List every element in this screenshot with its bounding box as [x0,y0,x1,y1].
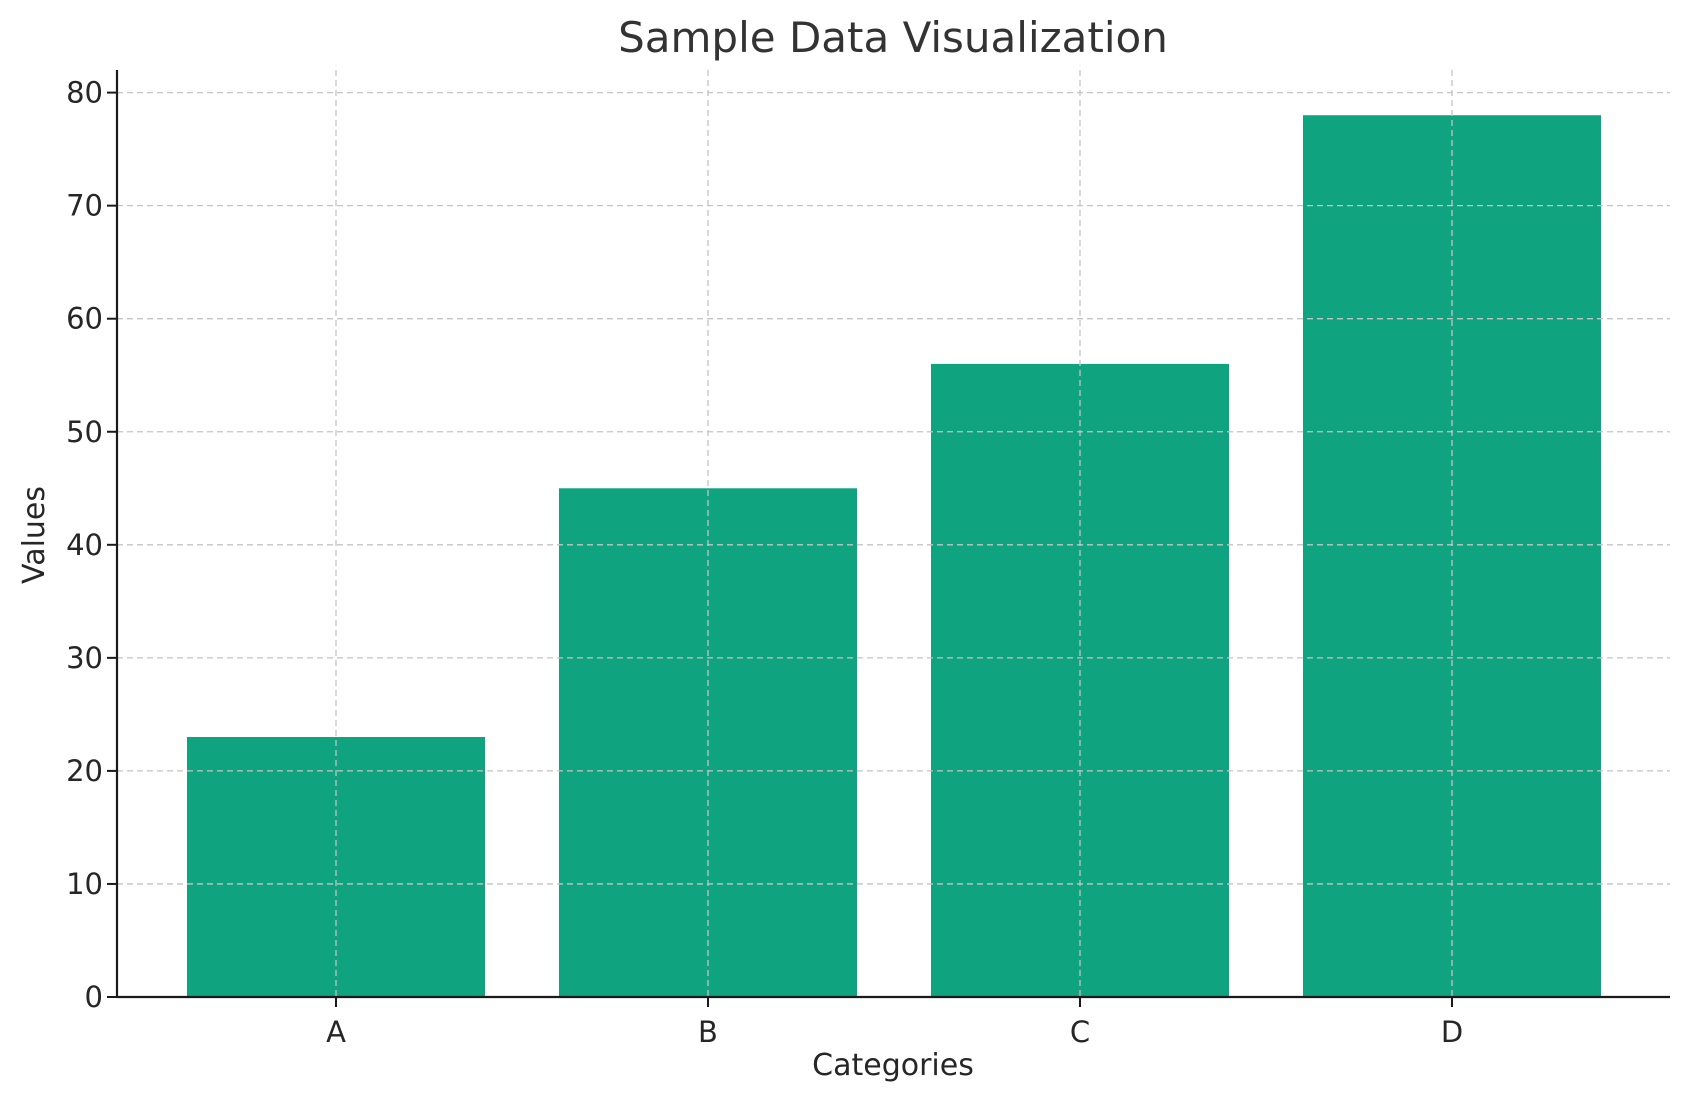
y-tick-label: 40 [66,528,103,562]
y-ticks: 0 10 20 30 40 50 60 70 80 [66,76,117,1014]
bars [187,115,1601,998]
y-axis-label: Values [17,486,52,584]
y-tick-label: 60 [66,302,103,336]
y-tick-label: 50 [66,415,103,449]
y-tick-label: 80 [66,76,103,110]
y-tick-label: 70 [66,189,103,223]
y-tick-label: 10 [66,867,103,901]
x-ticks: A B C D [326,997,1463,1049]
y-tick-label: 30 [66,641,103,675]
chart-title: Sample Data Visualization [618,13,1168,62]
y-tick-label: 20 [66,754,103,788]
y-tick-label: 0 [85,980,103,1014]
x-axis-label: Categories [812,1048,974,1083]
axes [115,70,1670,999]
x-tick-label: A [326,1015,346,1049]
x-tick-label: D [1441,1015,1463,1049]
x-tick-label: C [1070,1015,1090,1049]
grid-lines [117,70,1670,997]
x-tick-label: B [698,1015,718,1049]
